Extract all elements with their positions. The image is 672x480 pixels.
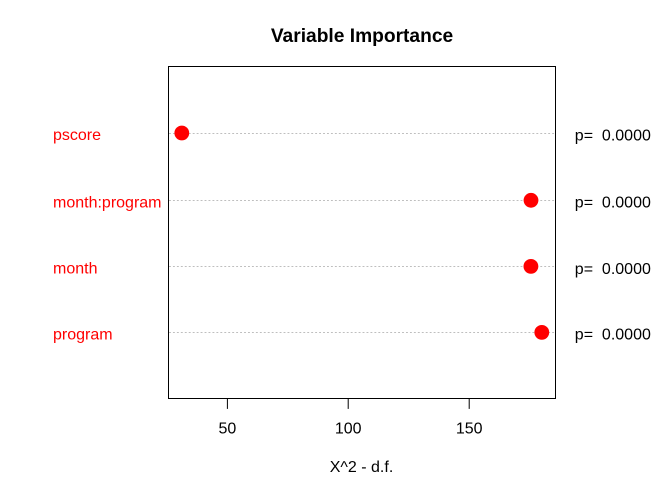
svg-text:program: program <box>53 327 113 344</box>
svg-text:X^2 - d.f.: X^2 - d.f. <box>330 459 394 476</box>
svg-text:150: 150 <box>456 420 483 437</box>
svg-text:month: month <box>53 261 97 278</box>
svg-text:Variable Importance: Variable Importance <box>271 26 454 47</box>
svg-text:p= 0.0000: p= 0.0000 <box>575 195 651 212</box>
svg-text:100: 100 <box>335 420 362 437</box>
svg-text:p= 0.0000: p= 0.0000 <box>575 327 651 344</box>
svg-text:pscore: pscore <box>53 127 101 144</box>
svg-text:p= 0.0000: p= 0.0000 <box>575 261 651 278</box>
svg-text:month:program: month:program <box>53 194 162 211</box>
svg-text:50: 50 <box>219 420 237 437</box>
svg-text:p= 0.0000: p= 0.0000 <box>575 127 651 144</box>
